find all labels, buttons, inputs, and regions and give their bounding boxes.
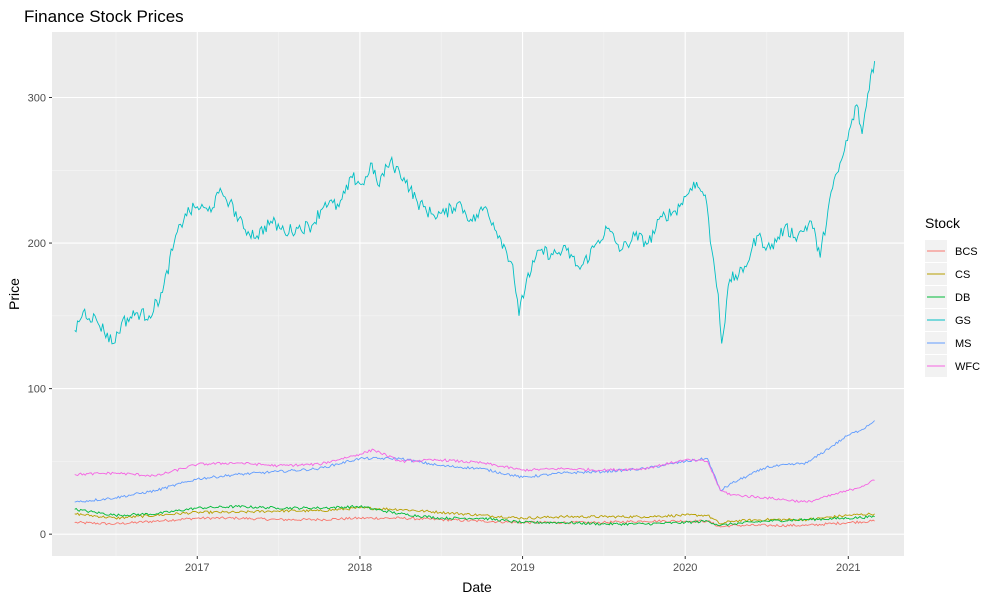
legend-label-ms: MS <box>955 338 972 350</box>
series-line-gs <box>74 61 876 345</box>
x-tick-label: 2019 <box>510 562 534 574</box>
legend: Stock BCS CS DB GS MS WFC <box>925 215 980 377</box>
x-axis-title: Date <box>462 579 492 595</box>
series-line-bcs <box>74 516 875 528</box>
y-tick-label: 100 <box>28 384 46 396</box>
y-tick-label: 200 <box>28 238 46 250</box>
legend-label-gs: GS <box>955 315 971 327</box>
chart-title: Finance Stock Prices <box>24 7 184 26</box>
series-line-db <box>74 504 875 527</box>
y-axis: 0 100 200 300 <box>28 93 52 541</box>
x-tick-label: 2020 <box>673 562 697 574</box>
x-tick-label: 2021 <box>836 562 860 574</box>
series-line-ms <box>74 420 875 503</box>
legend-label-bcs: BCS <box>955 246 978 258</box>
plot-panel <box>52 32 904 556</box>
y-tick-label: 300 <box>28 93 46 105</box>
x-tick-label: 2017 <box>185 562 209 574</box>
y-tick-label: 0 <box>40 529 46 541</box>
x-axis: 2017 2018 2019 2020 2021 <box>185 556 861 574</box>
y-axis-title: Price <box>6 278 22 310</box>
series-lines <box>74 61 876 528</box>
legend-label-db: DB <box>955 292 970 304</box>
grid-lines <box>52 32 904 556</box>
legend-title: Stock <box>925 215 961 231</box>
legend-label-cs: CS <box>955 269 970 281</box>
series-line-cs <box>74 506 875 525</box>
series-line-wfc <box>74 448 875 503</box>
legend-label-wfc: WFC <box>955 361 980 373</box>
x-tick-label: 2018 <box>348 562 372 574</box>
